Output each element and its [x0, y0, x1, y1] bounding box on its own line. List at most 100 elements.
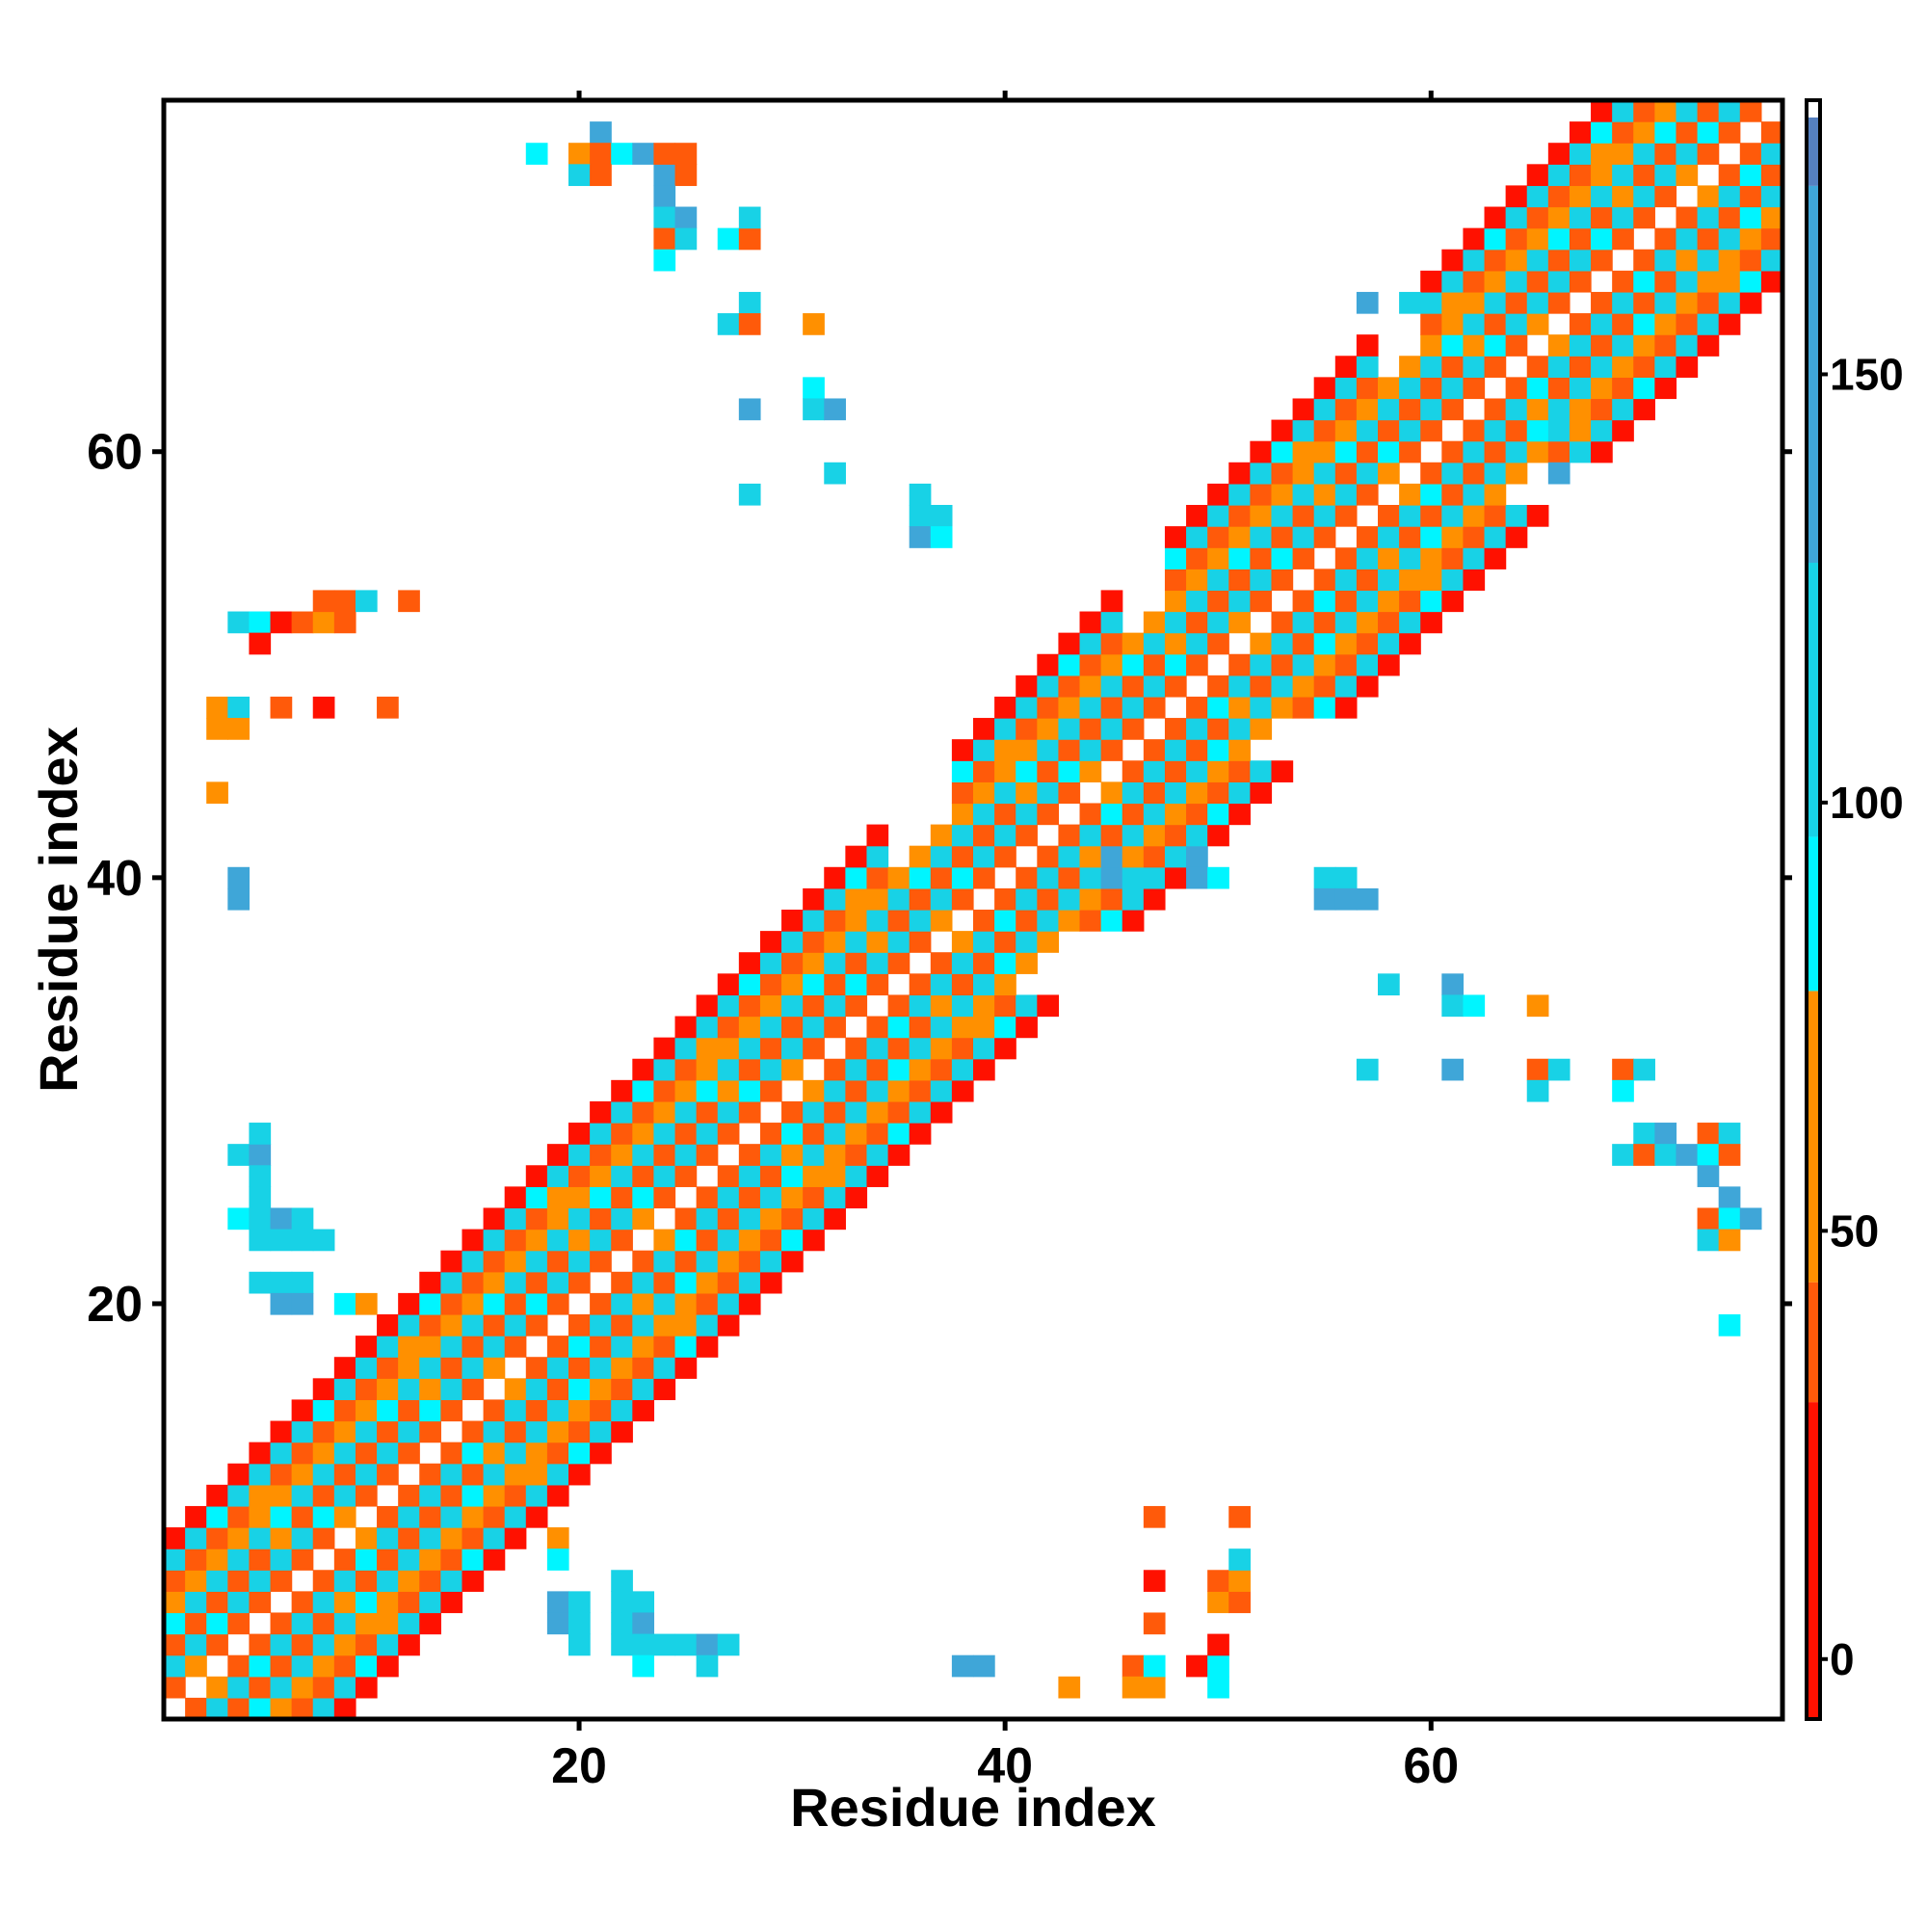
heatmap-cell: [1100, 803, 1123, 826]
heatmap-cell: [1484, 398, 1507, 421]
heatmap-cell: [546, 1420, 569, 1443]
heatmap-cell: [1526, 994, 1549, 1018]
heatmap-cell: [249, 1697, 272, 1720]
heatmap-cell: [291, 1527, 314, 1549]
heatmap-cell: [1505, 526, 1528, 548]
heatmap-cell: [653, 185, 676, 208]
heatmap-cell: [759, 931, 782, 953]
heatmap-cell: [1633, 1144, 1655, 1166]
heatmap-cell: [1016, 1016, 1038, 1039]
heatmap-cell: [1441, 334, 1465, 357]
heatmap-cell: [632, 1612, 655, 1635]
heatmap-cell: [781, 1165, 804, 1187]
heatmap-cell: [568, 1144, 591, 1166]
heatmap-cell: [1100, 887, 1123, 911]
heatmap-cell: [1143, 1676, 1166, 1699]
heatmap-cell: [270, 1207, 293, 1231]
heatmap-cell: [483, 1505, 506, 1528]
heatmap-cell: [1228, 1591, 1251, 1614]
heatmap-cell: [1228, 526, 1251, 548]
heatmap-cell: [1058, 781, 1081, 805]
heatmap-cell: [568, 1271, 591, 1294]
heatmap-cell: [717, 1079, 740, 1102]
heatmap-cell: [1228, 611, 1251, 634]
heatmap-cell: [973, 845, 995, 868]
heatmap-cell: [333, 1697, 356, 1720]
heatmap-cell: [1399, 632, 1421, 655]
heatmap-cell: [227, 1207, 251, 1231]
heatmap-cell: [1718, 1186, 1741, 1209]
heatmap-cell: [674, 1229, 698, 1252]
heatmap-cell: [1356, 632, 1379, 655]
heatmap-cell: [355, 1548, 378, 1571]
heatmap-cell: [1612, 121, 1634, 144]
heatmap-cell: [1313, 675, 1336, 698]
heatmap-cell: [1612, 377, 1634, 400]
heatmap-cell: [1079, 803, 1102, 826]
heatmap-cell: [1143, 824, 1166, 847]
heatmap-cell: [1122, 866, 1145, 889]
heatmap-cell: [803, 994, 825, 1018]
heatmap-cell: [546, 1378, 569, 1401]
heatmap-cell: [738, 398, 761, 421]
heatmap-cell: [1122, 675, 1145, 698]
heatmap-cell: [696, 1037, 719, 1060]
heatmap-cell: [1399, 291, 1421, 314]
heatmap-cell: [1569, 440, 1592, 463]
heatmap-cell: [1228, 760, 1251, 782]
heatmap-cell: [611, 1314, 633, 1337]
heatmap-cell: [611, 1591, 633, 1614]
heatmap-cell: [1250, 590, 1273, 613]
heatmap-cell: [1569, 185, 1592, 208]
heatmap-cell: [164, 1548, 186, 1571]
heatmap-cell: [1441, 973, 1465, 996]
heatmap-cell: [1612, 1058, 1634, 1081]
heatmap-cell: [398, 1633, 420, 1656]
heatmap-cell: [355, 1442, 378, 1465]
heatmap-cell: [951, 1654, 974, 1678]
heatmap-cell: [1676, 313, 1699, 335]
x-tick-label: 40: [977, 1738, 1033, 1794]
heatmap-cell: [1633, 206, 1655, 229]
heatmap-cell: [824, 1144, 846, 1166]
heatmap-cell: [462, 1527, 485, 1549]
heatmap-cell: [206, 718, 228, 740]
heatmap-cell: [973, 994, 995, 1018]
heatmap-cell: [1292, 653, 1315, 676]
heatmap-cell: [333, 1654, 356, 1678]
heatmap-cell: [717, 1292, 740, 1315]
heatmap-cell: [611, 1336, 633, 1358]
heatmap-cell: [1505, 419, 1528, 442]
heatmap-cell: [1058, 887, 1081, 911]
heatmap-cell: [1058, 824, 1081, 847]
heatmap-cell: [291, 1548, 314, 1571]
heatmap-cell: [1718, 121, 1741, 144]
heatmap-cell: [1207, 590, 1229, 613]
heatmap-cell: [1271, 653, 1294, 676]
heatmap-cell: [866, 1079, 889, 1102]
heatmap-cell: [1526, 440, 1549, 463]
heatmap-cell: [333, 1357, 356, 1379]
heatmap-cell: [1037, 803, 1060, 826]
heatmap-cell: [909, 1037, 932, 1060]
heatmap-cell: [994, 803, 1016, 826]
heatmap-cell: [738, 1229, 761, 1252]
heatmap-cell: [1271, 611, 1294, 634]
heatmap-cell: [632, 1058, 655, 1081]
heatmap-cell: [1463, 569, 1486, 592]
heatmap-cell: [1207, 611, 1229, 634]
heatmap-cell: [1760, 227, 1783, 251]
heatmap-cell: [1292, 632, 1315, 655]
heatmap-cell: [1313, 696, 1336, 719]
heatmap-cell: [227, 1612, 251, 1635]
heatmap-cell: [1505, 377, 1528, 400]
heatmap-cell: [440, 1548, 463, 1571]
heatmap-cell: [1633, 143, 1655, 165]
heatmap-cell: [249, 1654, 272, 1678]
heatmap-cell: [568, 1250, 591, 1273]
heatmap-cell: [1100, 739, 1123, 761]
heatmap-cell: [440, 1357, 463, 1379]
heatmap-cell: [994, 887, 1016, 911]
heatmap-cell: [1271, 547, 1294, 569]
heatmap-cell: [1186, 803, 1208, 826]
